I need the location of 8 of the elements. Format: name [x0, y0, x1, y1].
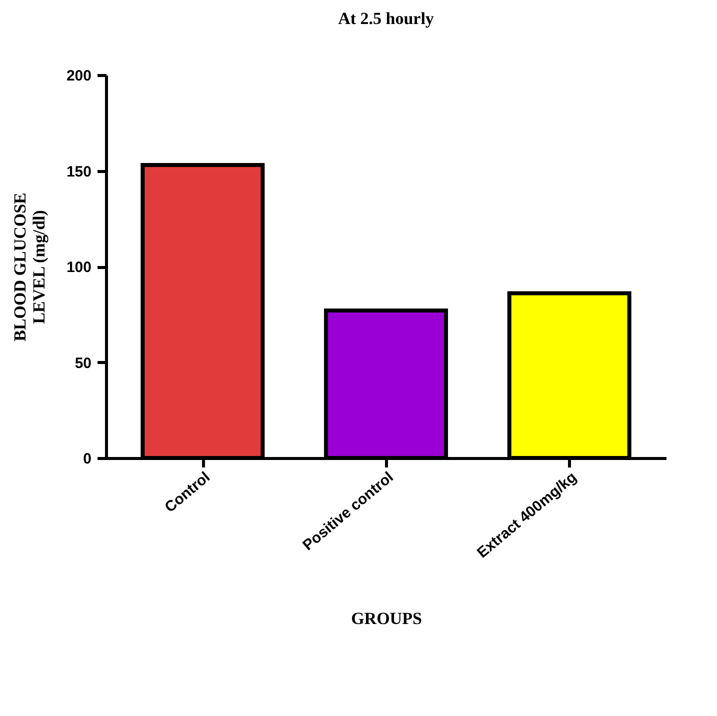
y-axis-title: BLOOD GLUCOSE LEVEL (mg/dl) [10, 192, 48, 342]
x-axis-title: GROUPS [351, 608, 422, 628]
y-tick-label: 200 [66, 68, 92, 84]
chart-title: At 2.5 hourly [338, 9, 434, 28]
y-tick-label: 50 [74, 354, 92, 372]
y-tick-label: 150 [66, 163, 92, 180]
y-tick-label: 100 [66, 259, 92, 276]
y-tick-label: 0 [83, 450, 92, 468]
